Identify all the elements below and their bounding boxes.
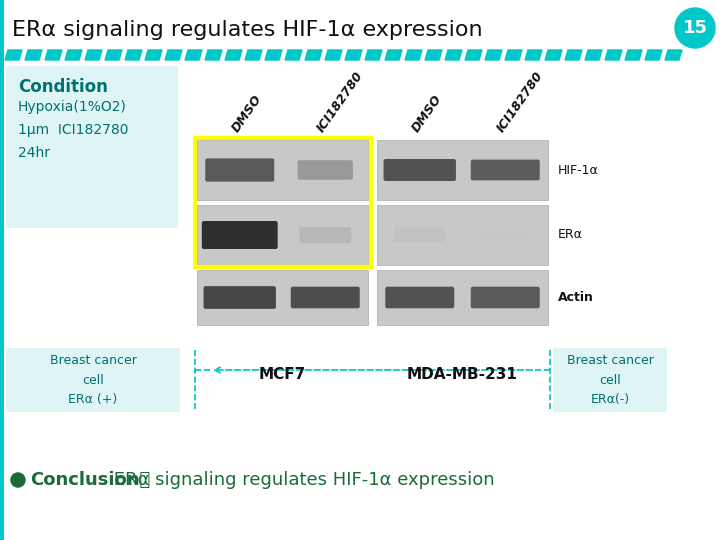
Polygon shape [405,50,422,60]
Polygon shape [425,50,442,60]
Bar [377,140,548,200]
Bar [197,205,368,265]
Polygon shape [385,50,402,60]
Circle shape [675,8,715,48]
Text: DMSO: DMSO [229,93,264,135]
Text: ERα signaling regulates HIF-1α expression: ERα signaling regulates HIF-1α expressio… [108,471,495,489]
Polygon shape [445,50,462,60]
Polygon shape [345,50,362,60]
Bar [197,140,368,200]
FancyBboxPatch shape [394,227,446,242]
Polygon shape [585,50,602,60]
FancyBboxPatch shape [482,228,528,242]
Text: ICI182780: ICI182780 [315,70,366,135]
Circle shape [11,473,25,487]
FancyBboxPatch shape [291,287,360,308]
FancyBboxPatch shape [297,160,353,180]
Bar [197,270,368,325]
Polygon shape [525,50,542,60]
Text: Actin: Actin [558,291,594,304]
Text: Conclusion：: Conclusion： [30,471,150,489]
Polygon shape [5,50,22,60]
Polygon shape [225,50,242,60]
Polygon shape [465,50,482,60]
Polygon shape [305,50,322,60]
FancyBboxPatch shape [202,221,278,249]
Text: Hypoxia(1%O2)
1μm  ICI182780
24hr: Hypoxia(1%O2) 1μm ICI182780 24hr [18,100,128,160]
Text: HIF-1α: HIF-1α [558,164,599,177]
FancyBboxPatch shape [6,66,178,228]
Polygon shape [545,50,562,60]
Polygon shape [485,50,502,60]
FancyBboxPatch shape [553,348,667,412]
Polygon shape [285,50,302,60]
Polygon shape [265,50,282,60]
Polygon shape [45,50,62,60]
Text: Breast cancer
cell
ERα(-): Breast cancer cell ERα(-) [567,354,654,406]
Polygon shape [85,50,102,60]
Bar [377,270,548,325]
Text: MDA-MB-231: MDA-MB-231 [407,367,518,382]
Polygon shape [185,50,202,60]
Text: DMSO: DMSO [409,93,444,135]
Polygon shape [365,50,382,60]
Bar [0,0,4,540]
FancyBboxPatch shape [6,348,180,412]
Text: Condition: Condition [18,78,108,96]
Polygon shape [245,50,262,60]
Polygon shape [505,50,522,60]
Polygon shape [65,50,82,60]
FancyBboxPatch shape [385,287,454,308]
Polygon shape [145,50,162,60]
Text: 15: 15 [683,19,708,37]
Text: ERα signaling regulates HIF-1α expression: ERα signaling regulates HIF-1α expressio… [12,20,482,40]
FancyBboxPatch shape [471,160,540,180]
Polygon shape [325,50,342,60]
FancyBboxPatch shape [384,159,456,181]
Polygon shape [125,50,142,60]
Polygon shape [25,50,42,60]
Polygon shape [625,50,642,60]
FancyBboxPatch shape [205,158,274,181]
Polygon shape [165,50,182,60]
Polygon shape [605,50,622,60]
Polygon shape [645,50,662,60]
Polygon shape [105,50,122,60]
Text: ICI182780: ICI182780 [495,70,546,135]
Polygon shape [205,50,222,60]
Polygon shape [665,50,682,60]
Bar [195,138,371,267]
FancyBboxPatch shape [300,227,351,243]
FancyBboxPatch shape [471,287,540,308]
Polygon shape [565,50,582,60]
Bar [377,205,548,265]
Text: MCF7: MCF7 [259,367,306,382]
FancyBboxPatch shape [204,286,276,309]
Text: Breast cancer
cell
ERα (+): Breast cancer cell ERα (+) [50,354,136,406]
Text: ERα: ERα [558,228,583,241]
